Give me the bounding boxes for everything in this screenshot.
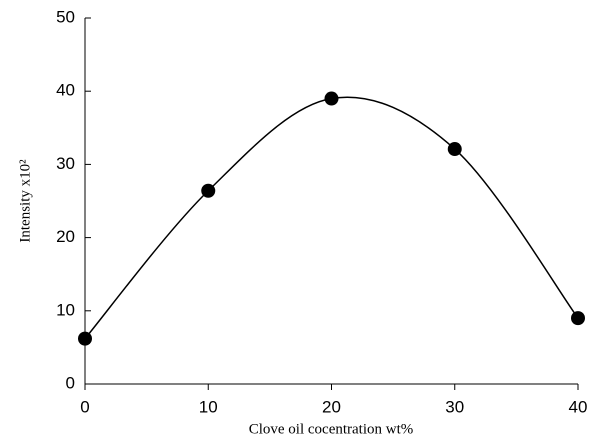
data-point [324, 91, 339, 106]
y-tick-label: 50 [56, 7, 75, 26]
y-tick-label: 20 [56, 227, 75, 246]
x-axis-label: Clove oil cocentration wt% [249, 421, 414, 437]
y-tick-label: 40 [56, 81, 75, 100]
y-tick-label: 10 [56, 300, 75, 319]
x-tick-label: 10 [199, 397, 218, 416]
trend-line [84, 96, 579, 340]
x-tick-label: 30 [445, 397, 464, 416]
x-tick-label: 20 [322, 397, 341, 416]
y-tick-label: 0 [66, 373, 75, 392]
x-tick-label: 0 [80, 397, 89, 416]
data-point [201, 183, 216, 198]
data-point [447, 142, 462, 157]
y-axis-label: Intensity x10² [17, 159, 33, 243]
data-point [571, 311, 585, 326]
y-tick-label: 30 [56, 154, 75, 173]
x-tick-label: 40 [569, 397, 588, 416]
data-point [78, 331, 92, 346]
